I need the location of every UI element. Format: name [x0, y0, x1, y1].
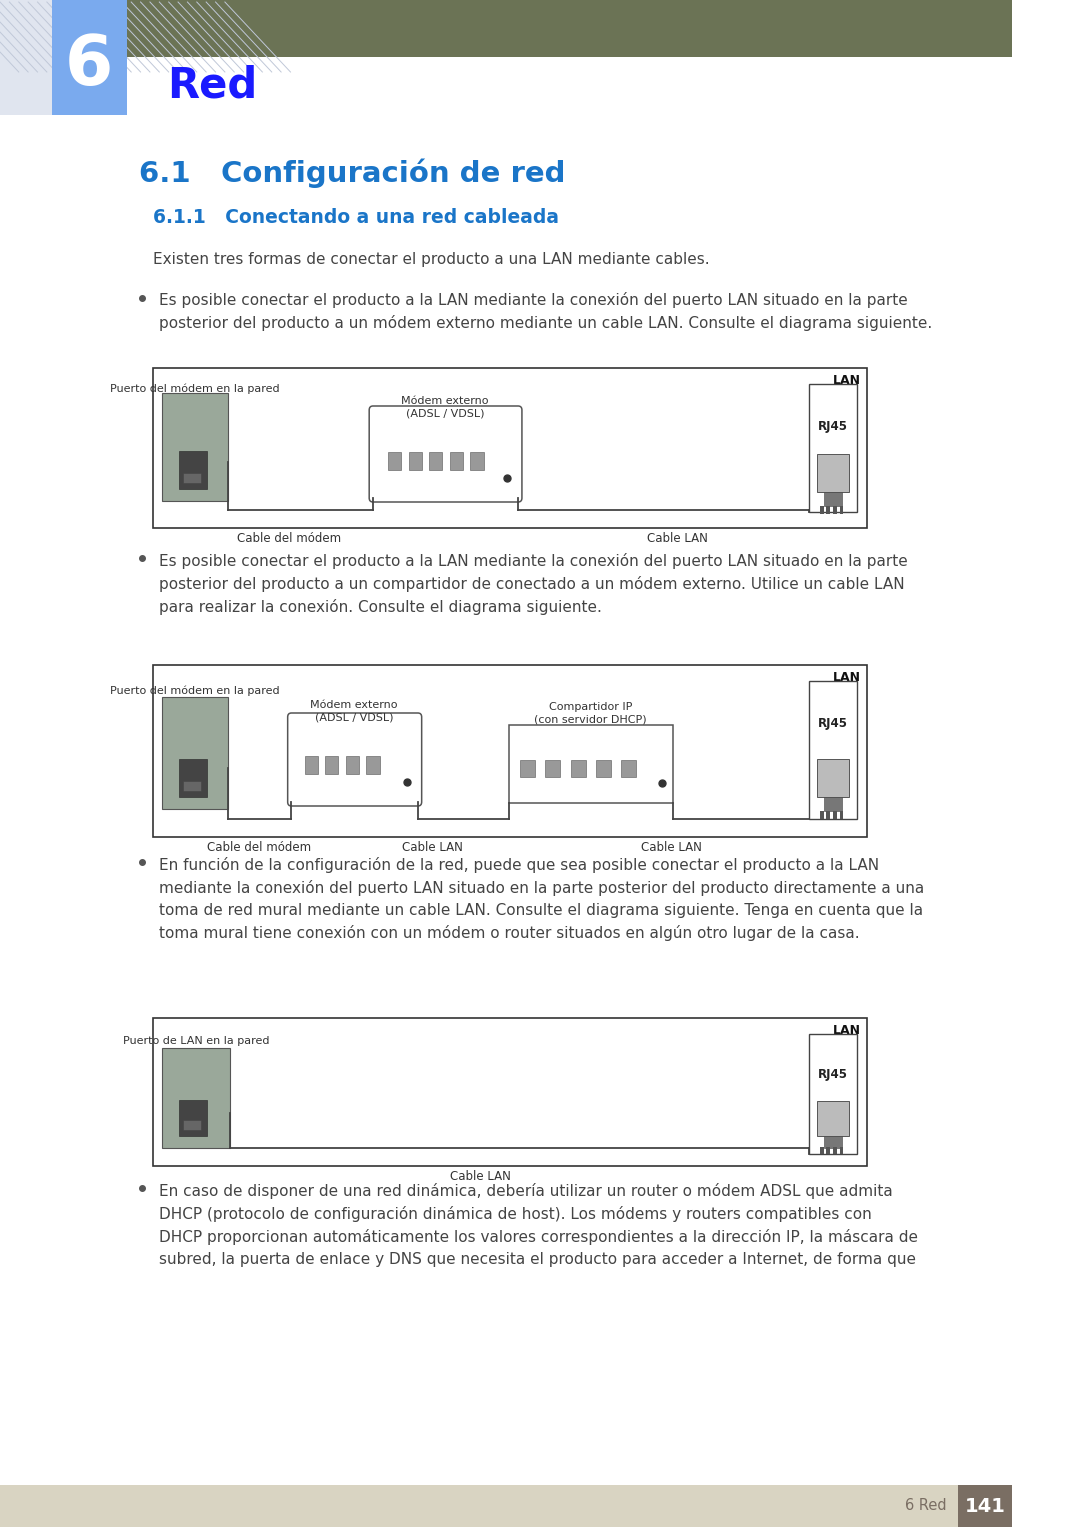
Bar: [839, 1147, 843, 1154]
Bar: [820, 505, 824, 515]
Bar: [0, 1484, 1012, 1527]
FancyBboxPatch shape: [369, 406, 522, 502]
Text: Existen tres formas de conectar el producto a una LAN mediante cables.: Existen tres formas de conectar el produ…: [152, 252, 710, 267]
Bar: [596, 760, 611, 777]
Bar: [824, 492, 842, 505]
Text: 6: 6: [65, 32, 113, 99]
Text: Es posible conectar el producto a la LAN mediante la conexión del puerto LAN sit: Es posible conectar el producto a la LAN…: [159, 292, 932, 331]
Text: LAN: LAN: [833, 1025, 861, 1037]
Bar: [0, 0, 52, 115]
Text: Red: Red: [166, 64, 257, 105]
Bar: [52, 0, 126, 115]
Bar: [162, 1048, 230, 1148]
Bar: [839, 505, 843, 515]
Text: Cable del módem: Cable del módem: [237, 531, 340, 545]
Bar: [818, 1101, 849, 1136]
Text: 141: 141: [964, 1496, 1005, 1515]
Bar: [824, 1136, 842, 1148]
Bar: [325, 756, 338, 774]
Text: Puerto del módem en la pared: Puerto del módem en la pared: [110, 686, 280, 695]
Bar: [152, 368, 867, 528]
Bar: [305, 756, 318, 774]
Bar: [183, 473, 202, 483]
Bar: [809, 383, 858, 512]
Bar: [839, 811, 843, 818]
Text: Puerto del módem en la pared: Puerto del módem en la pared: [110, 383, 280, 394]
Bar: [958, 1484, 1012, 1527]
Bar: [826, 1147, 831, 1154]
Bar: [449, 452, 463, 470]
Text: RJ45: RJ45: [818, 420, 848, 434]
Text: 6.1.1   Conectando a una red cableada: 6.1.1 Conectando a una red cableada: [152, 208, 558, 228]
Bar: [152, 1019, 867, 1167]
Bar: [429, 452, 443, 470]
Text: Módem externo
(ADSL / VDSL): Módem externo (ADSL / VDSL): [402, 395, 489, 418]
Bar: [833, 1147, 837, 1154]
Text: Cable LAN: Cable LAN: [647, 531, 707, 545]
Text: RJ45: RJ45: [818, 718, 848, 730]
Text: En función de la configuración de la red, puede que sea posible conectar el prod: En función de la configuración de la red…: [159, 857, 924, 941]
Bar: [509, 725, 673, 803]
Bar: [408, 452, 421, 470]
Bar: [621, 760, 636, 777]
Bar: [809, 681, 858, 818]
Bar: [366, 756, 379, 774]
Bar: [833, 505, 837, 515]
Bar: [183, 1119, 202, 1130]
Bar: [820, 1147, 824, 1154]
Text: LAN: LAN: [833, 374, 861, 386]
Text: Módem externo
(ADSL / VDSL): Módem externo (ADSL / VDSL): [310, 699, 397, 722]
Bar: [820, 811, 824, 818]
Text: Cable LAN: Cable LAN: [402, 841, 462, 854]
Bar: [162, 696, 228, 809]
Bar: [162, 392, 228, 501]
FancyBboxPatch shape: [287, 713, 421, 806]
Bar: [183, 780, 202, 791]
Text: 6.1   Configuración de red: 6.1 Configuración de red: [138, 157, 565, 188]
Bar: [0, 0, 1012, 56]
Bar: [179, 759, 207, 797]
Text: LAN: LAN: [833, 670, 861, 684]
Bar: [152, 664, 867, 837]
Bar: [809, 1034, 858, 1154]
Bar: [179, 1099, 207, 1136]
Text: Cable LAN: Cable LAN: [450, 1170, 511, 1183]
Text: RJ45: RJ45: [818, 1067, 848, 1081]
Bar: [818, 454, 849, 492]
Bar: [826, 811, 831, 818]
Bar: [521, 760, 535, 777]
Bar: [179, 450, 207, 489]
Text: En caso de disponer de una red dinámica, debería utilizar un router o módem ADSL: En caso de disponer de una red dinámica,…: [159, 1183, 918, 1267]
Bar: [471, 452, 484, 470]
Bar: [570, 760, 585, 777]
Bar: [346, 756, 359, 774]
Bar: [818, 759, 849, 797]
Text: Compartidor IP
(con servidor DHCP): Compartidor IP (con servidor DHCP): [534, 702, 647, 725]
Bar: [388, 452, 401, 470]
Bar: [833, 811, 837, 818]
Bar: [545, 760, 561, 777]
Text: Es posible conectar el producto a la LAN mediante la conexión del puerto LAN sit: Es posible conectar el producto a la LAN…: [159, 553, 908, 615]
Text: Puerto de LAN en la pared: Puerto de LAN en la pared: [123, 1035, 269, 1046]
Bar: [826, 505, 831, 515]
Text: 6 Red: 6 Red: [905, 1498, 946, 1513]
Text: Cable LAN: Cable LAN: [642, 841, 702, 854]
Bar: [824, 797, 842, 811]
Text: Cable del módem: Cable del módem: [206, 841, 311, 854]
